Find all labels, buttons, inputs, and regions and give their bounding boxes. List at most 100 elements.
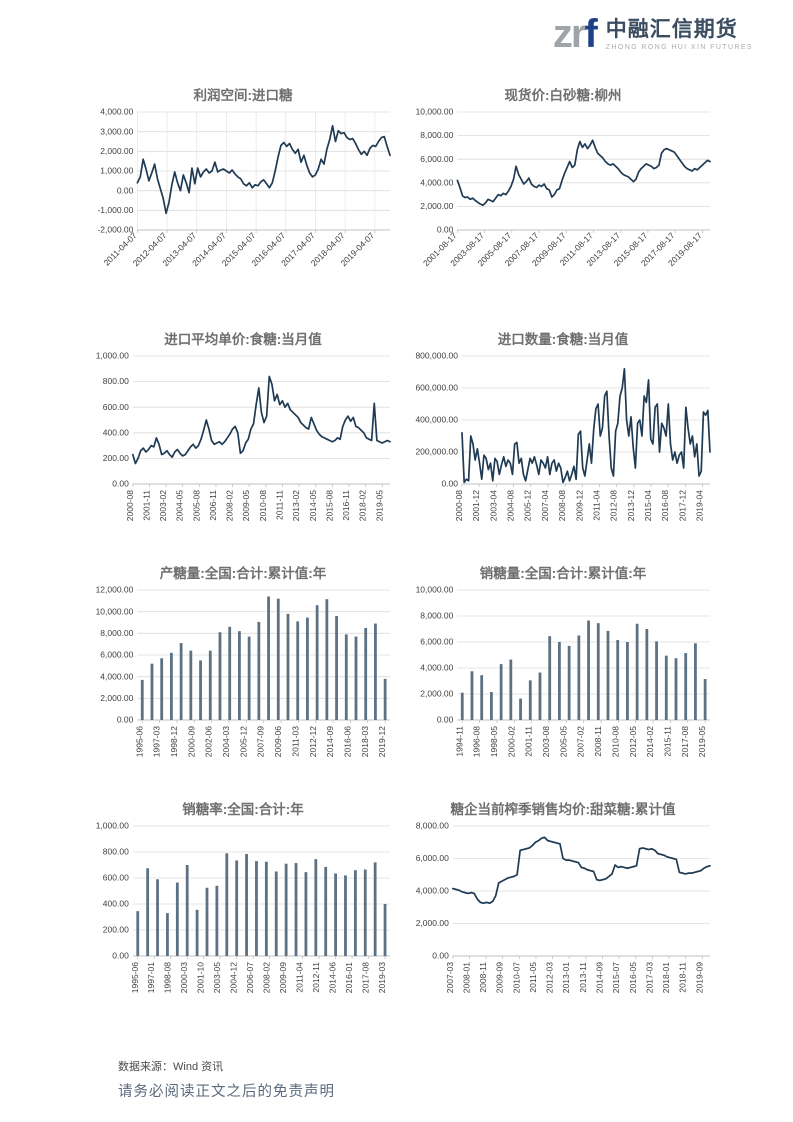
svg-text:2003-08: 2003-08 [541,726,551,757]
svg-text:1997-01: 1997-01 [146,962,156,993]
svg-text:2000-09: 2000-09 [186,726,196,757]
svg-text:2,000.00: 2,000.00 [100,146,133,156]
page-footer: 数据来源：Wind 资讯 请务必阅读正文之后的免责声明 [118,1058,335,1101]
svg-text:4,000.00: 4,000.00 [100,108,133,117]
chart-profit-margin-import-sugar: 利润空间:进口糖 -2,000.00 -1,000.00 0.00 1,000.00 2… [88,84,398,302]
svg-text:2008-01: 2008-01 [461,962,471,993]
svg-text:-2,000.00: -2,000.00 [97,225,133,235]
svg-text:2,000.00: 2,000.00 [416,918,449,928]
svg-text:2011-04: 2011-04 [295,962,305,993]
svg-text:2001-11: 2001-11 [141,490,151,521]
svg-text:2017-08: 2017-08 [680,726,690,757]
svg-text:8,000.00: 8,000.00 [420,611,453,621]
svg-text:2008-11: 2008-11 [593,726,603,757]
page-header: zrf 中融汇信期货 ZHONG RONG HUI XIN FUTURES [553,14,753,54]
svg-text:2003-04: 2003-04 [488,490,498,521]
svg-text:1998-05: 1998-05 [489,726,499,757]
chart-title: 销糖量:全国:合计:累计值:年 [479,566,647,581]
svg-text:2008-02: 2008-02 [262,962,272,993]
svg-text:200.00: 200.00 [103,925,129,935]
chart-canvas: 0.00 2,000.00 4,000.00 6,000.00 8,000.00 10,0… [408,108,718,302]
svg-text:2015-04: 2015-04 [643,490,653,521]
logo-text: 中融汇信期货 ZHONG RONG HUI XIN FUTURES [606,18,753,51]
svg-text:2012-11: 2012-11 [311,962,321,993]
chart-title: 现货价:白砂糖:柳州 [504,88,622,103]
svg-text:1995-06: 1995-06 [134,726,144,757]
svg-text:2014-09: 2014-09 [325,726,335,757]
svg-text:800.00: 800.00 [103,847,129,857]
chart-import-avg-unit-price-sugar-monthly: 进口平均单价:食糖:当月值 0.00 200.00 400.00 600.00 800.… [88,328,398,536]
svg-text:2010-08: 2010-08 [610,726,620,757]
svg-text:2011-03: 2011-03 [290,726,300,757]
chart-spot-price-white-sugar-liuzhou: 现货价:白砂糖:柳州 0.00 2,000.00 4,000.00 6,000.00 8… [408,84,718,302]
disclaimer-text: 请务必阅读正文之后的免责声明 [118,1084,335,1100]
svg-text:2008-08: 2008-08 [557,490,567,521]
chart-sugar-production-national-cumulative-year: 产糖量:全国:合计:累计值:年 0.00 2,000.00 4,000.00 6,00… [88,562,398,772]
svg-text:6,000.00: 6,000.00 [420,154,453,164]
svg-text:2000-02: 2000-02 [506,726,516,757]
svg-text:2011-11: 2011-11 [274,490,284,520]
svg-text:2014-09: 2014-09 [594,962,604,993]
svg-text:6,000.00: 6,000.00 [420,637,453,647]
company-logo: zrf 中融汇信期货 ZHONG RONG HUI XIN FUTURES [553,14,753,54]
svg-text:8,000.00: 8,000.00 [420,130,453,140]
svg-text:2016-08: 2016-08 [660,490,670,521]
svg-text:2019-04: 2019-04 [695,490,705,521]
chart-title: 进口数量:食糖:当月值 [497,332,629,347]
chart-canvas: 0.00 200,000.00 400,000.00 600,000.00 800,00… [408,352,718,536]
svg-text:2007-02: 2007-02 [576,726,586,757]
chart-title: 进口平均单价:食糖:当月值 [164,332,322,347]
svg-text:2012-12: 2012-12 [308,726,318,757]
svg-text:600,000.00: 600,000.00 [415,383,458,393]
svg-text:2014-05: 2014-05 [308,490,318,521]
svg-text:1995-06: 1995-06 [130,962,140,993]
logo-zr: zr [552,12,587,56]
svg-text:2009-06: 2009-06 [273,726,283,757]
svg-text:0.00: 0.00 [437,225,454,235]
svg-text:2017-03: 2017-03 [644,962,654,993]
svg-text:2013-12: 2013-12 [626,490,636,521]
svg-text:2012-05: 2012-05 [628,726,638,757]
svg-text:2000-08: 2000-08 [125,490,135,521]
svg-text:2014-06: 2014-06 [328,962,338,993]
svg-text:2005-05: 2005-05 [558,726,568,757]
svg-text:8,000.00: 8,000.00 [416,822,449,831]
svg-text:2,000.00: 2,000.00 [420,689,453,699]
svg-text:2010-08: 2010-08 [258,490,268,521]
svg-text:2012-03: 2012-03 [545,962,555,993]
svg-text:0.00: 0.00 [117,715,134,725]
svg-text:2019-05: 2019-05 [374,490,384,521]
svg-text:2019-09: 2019-09 [694,962,704,993]
svg-text:8,000.00: 8,000.00 [100,628,133,638]
svg-text:2018-03: 2018-03 [360,726,370,757]
svg-text:2012-08: 2012-08 [609,490,619,521]
svg-text:1998-12: 1998-12 [169,726,179,757]
logo-f: f [584,12,597,56]
svg-text:4,000.00: 4,000.00 [420,663,453,673]
svg-text:2006-11: 2006-11 [208,490,218,521]
svg-text:2013-01: 2013-01 [561,962,571,993]
svg-text:2016-01: 2016-01 [344,962,354,993]
svg-text:2010-07: 2010-07 [511,962,521,993]
svg-text:1994-11: 1994-11 [454,726,464,757]
svg-text:400.00: 400.00 [103,427,129,437]
svg-text:2,000.00: 2,000.00 [420,201,453,211]
svg-text:2006-07: 2006-07 [245,962,255,993]
svg-text:1998-08: 1998-08 [163,962,173,993]
svg-text:0.00: 0.00 [432,951,449,961]
svg-text:2019-03: 2019-03 [377,962,387,993]
svg-text:400.00: 400.00 [103,899,129,909]
svg-text:2018-01: 2018-01 [661,962,671,993]
svg-text:10,000.00: 10,000.00 [416,586,454,595]
svg-text:800.00: 800.00 [103,376,129,386]
svg-text:0.00: 0.00 [441,479,458,489]
svg-text:4,000.00: 4,000.00 [100,671,133,681]
svg-text:200,000.00: 200,000.00 [415,447,458,457]
chart-canvas: -2,000.00 -1,000.00 0.00 1,000.00 2,000.00 3,… [88,108,398,302]
svg-text:2008-11: 2008-11 [478,962,488,993]
svg-text:2007-04: 2007-04 [540,490,550,521]
svg-text:2009-09: 2009-09 [278,962,288,993]
svg-text:2001-11: 2001-11 [524,726,534,757]
svg-text:2001-10: 2001-10 [196,962,206,993]
company-name-cn: 中融汇信期货 [605,17,738,41]
